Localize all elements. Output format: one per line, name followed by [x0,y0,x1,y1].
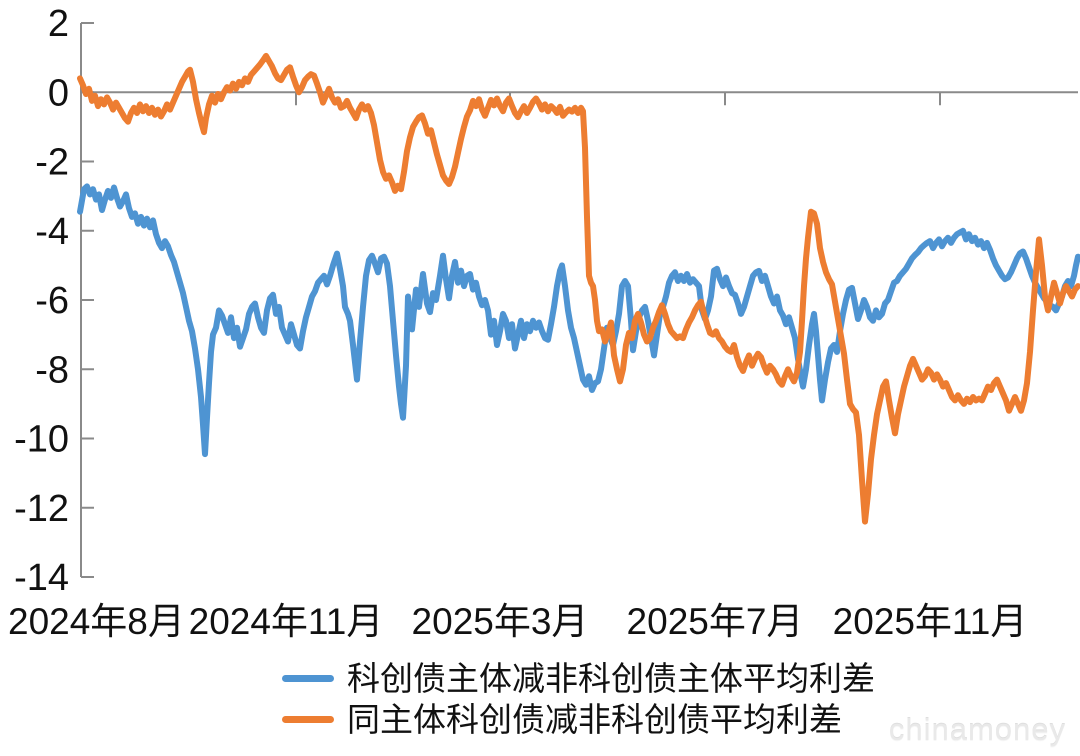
y-tick-label: -14 [14,557,69,599]
y-tick-label: -12 [14,488,69,530]
x-tick-label: 2024年11月 [189,601,384,642]
y-tick-label: 2 [48,3,69,45]
y-tick-label: 0 [48,72,69,114]
legend: 科创债主体减非科创债主体平均利差 同主体科创债减非科创债平均利差 [282,662,875,736]
x-tick-label: 2025年3月 [412,601,589,642]
blue-spread-series [77,183,1080,458]
y-tick-label: -6 [35,280,69,322]
y-tick-label: -10 [14,419,69,461]
orange-spread-series [77,52,1080,525]
legend-label-blue: 科创债主体减非科创债主体平均利差 [347,660,875,697]
x-tick-label: 2025年11月 [833,601,1028,642]
legend-item-orange: 同主体科创债减非科创债平均利差 [282,703,875,736]
y-tick-label: -8 [35,349,69,391]
legend-label-orange: 同主体科创债减非科创债平均利差 [347,701,842,738]
y-tick-label: -4 [35,211,69,253]
y-tick-label: -2 [35,142,69,184]
x-tick-label: 2024年8月 [8,601,185,642]
legend-swatch-blue-line [282,675,334,682]
legend-swatch-orange-line [282,716,334,723]
chinamoney-watermark: chinamoney [888,712,1066,747]
legend-item-blue: 科创债主体减非科创债主体平均利差 [282,662,875,695]
x-tick-label: 2025年7月 [627,601,804,642]
